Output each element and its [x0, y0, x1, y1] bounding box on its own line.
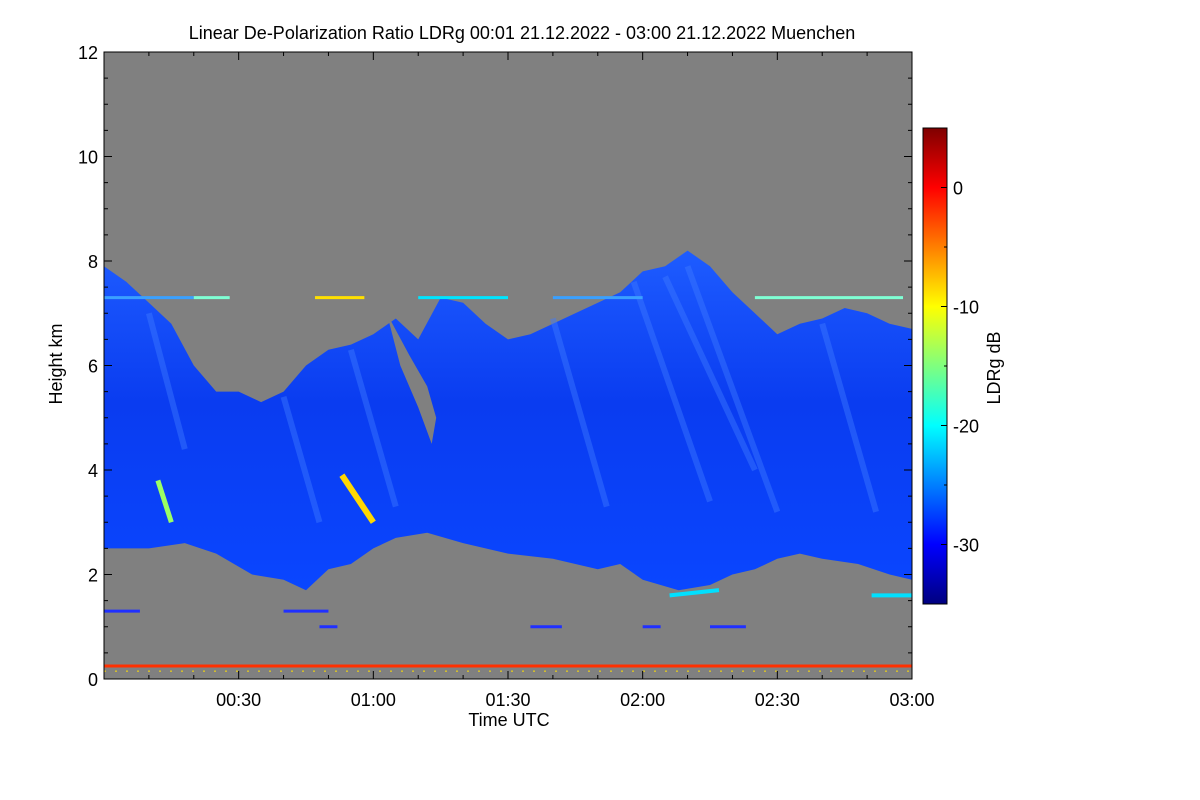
fall-streak: [819, 322, 879, 513]
y-tick-label: 6: [88, 357, 98, 377]
x-tick-label: 01:00: [351, 690, 396, 710]
fall-streak: [684, 265, 781, 513]
y-tick-label: 12: [78, 43, 98, 63]
fall-streak: [280, 396, 323, 524]
plot-features: [104, 265, 912, 672]
fall-streak: [550, 317, 610, 508]
x-axis-label: Time UTC: [468, 710, 549, 730]
cloud-gap: [386, 313, 437, 444]
x-tick-label: 02:00: [620, 690, 665, 710]
y-axis: 0 2 4 6 8 10 12: [78, 43, 912, 690]
y-tick-label: 0: [88, 670, 98, 690]
colorbar: [922, 127, 948, 605]
y-axis-label: Height km: [46, 323, 66, 404]
colorbar-tick-label: -10: [953, 298, 979, 318]
colorbar-ticks: 0 -10 -20 -30: [941, 127, 979, 605]
fall-streak: [348, 348, 399, 508]
y-tick-label: 10: [78, 148, 98, 168]
x-tick-label: 03:00: [889, 690, 934, 710]
fall-streak: [630, 280, 713, 503]
cloud-layer: [104, 250, 912, 591]
chart-title: Linear De-Polarization Ratio LDRg 00:01 …: [189, 23, 855, 43]
fall-streak: [145, 312, 188, 450]
colorbar-tick-label: -20: [953, 417, 979, 437]
ice-feature: [339, 473, 376, 524]
colorbar-tick-label: 0: [953, 179, 963, 199]
x-tick-label: 01:30: [485, 690, 530, 710]
colorbar-tick-label: -30: [953, 536, 979, 556]
x-tick-label: 00:30: [216, 690, 261, 710]
x-tick-label: 02:30: [755, 690, 800, 710]
y-tick-label: 8: [88, 252, 98, 272]
fall-streak: [662, 275, 758, 472]
ice-feature: [155, 479, 174, 524]
x-axis: 00:30 01:00 01:30 02:00 02:30 03:00: [103, 52, 935, 710]
cloud-region: [104, 250, 912, 591]
y-tick-label: 4: [88, 461, 98, 481]
y-tick-label: 2: [88, 566, 98, 586]
cloud-base-streak: [669, 588, 720, 598]
colorbar-label: LDRg dB: [984, 331, 1004, 404]
